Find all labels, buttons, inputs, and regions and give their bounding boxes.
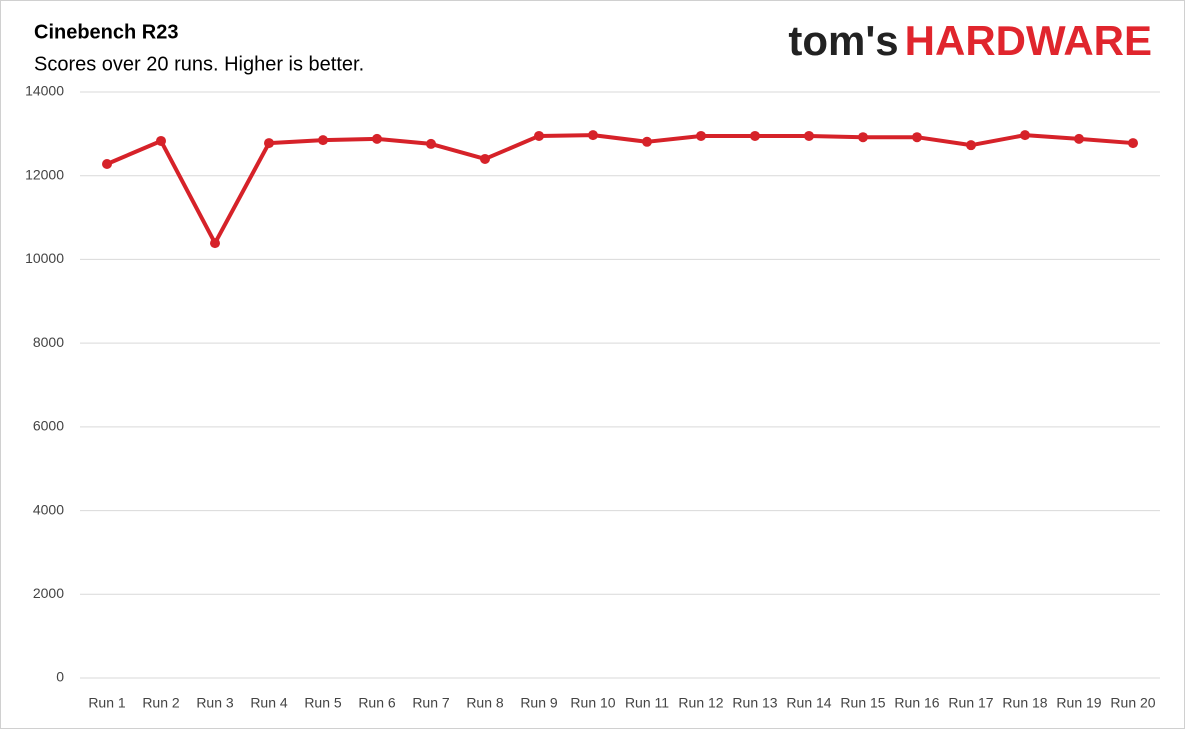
x-tick-label: Run 9 bbox=[520, 695, 558, 711]
marker bbox=[102, 158, 112, 169]
marker bbox=[1074, 133, 1084, 144]
marker bbox=[372, 133, 382, 144]
marker bbox=[696, 130, 706, 141]
y-tick-label: 14000 bbox=[25, 83, 64, 99]
marker bbox=[1020, 130, 1030, 141]
x-tick-label: Run 11 bbox=[625, 695, 669, 711]
marker bbox=[426, 138, 436, 149]
y-tick-label: 8000 bbox=[33, 334, 64, 350]
marker bbox=[264, 138, 274, 149]
x-tick-label: Run 14 bbox=[786, 695, 831, 711]
x-tick-label: Run 1 bbox=[88, 695, 126, 711]
marker bbox=[750, 130, 760, 141]
marker bbox=[966, 140, 976, 151]
x-tick-label: Run 12 bbox=[678, 695, 723, 711]
marker bbox=[858, 132, 868, 143]
x-tick-label: Run 7 bbox=[412, 695, 450, 711]
x-tick-label: Run 5 bbox=[304, 695, 342, 711]
x-tick-label: Run 6 bbox=[358, 695, 396, 711]
y-tick-label: 0 bbox=[56, 669, 64, 685]
x-tick-label: Run 13 bbox=[732, 695, 777, 711]
marker bbox=[804, 130, 814, 141]
x-tick-label: Run 20 bbox=[1110, 695, 1155, 711]
x-tick-label: Run 19 bbox=[1056, 695, 1101, 711]
marker bbox=[642, 136, 652, 147]
marker bbox=[318, 135, 328, 146]
logo-prefix: tom's bbox=[788, 17, 898, 64]
x-tick-label: Run 2 bbox=[142, 695, 180, 711]
x-tick-label: Run 8 bbox=[466, 695, 504, 711]
logo: tom's HARDWARE bbox=[788, 17, 1152, 64]
marker bbox=[156, 135, 166, 146]
y-tick-label: 10000 bbox=[25, 250, 64, 266]
chart-title: Cinebench R23 bbox=[34, 21, 178, 43]
x-tick-label: Run 4 bbox=[250, 695, 288, 711]
marker bbox=[210, 238, 220, 249]
x-tick-label: Run 17 bbox=[948, 695, 993, 711]
marker bbox=[480, 153, 490, 164]
logo-brand: HARDWARE bbox=[905, 17, 1152, 64]
y-tick-label: 4000 bbox=[33, 501, 64, 517]
line bbox=[106, 133, 1134, 246]
x-tick-label: Run 15 bbox=[840, 695, 885, 711]
x-tick-label: Run 16 bbox=[894, 695, 939, 711]
marker bbox=[1128, 138, 1138, 149]
y-tick-label: 2000 bbox=[33, 585, 64, 601]
x-tick-label: Run 10 bbox=[570, 695, 615, 711]
x-tick-label: Run 3 bbox=[196, 695, 234, 711]
y-tick-label: 6000 bbox=[33, 418, 64, 434]
marker bbox=[534, 130, 544, 141]
marker bbox=[588, 130, 598, 141]
marker bbox=[912, 132, 922, 143]
y-tick-label: 12000 bbox=[25, 166, 64, 182]
x-tick-label: Run 18 bbox=[1002, 695, 1047, 711]
chart-subtitle: Scores over 20 runs. Higher is better. bbox=[34, 53, 364, 75]
